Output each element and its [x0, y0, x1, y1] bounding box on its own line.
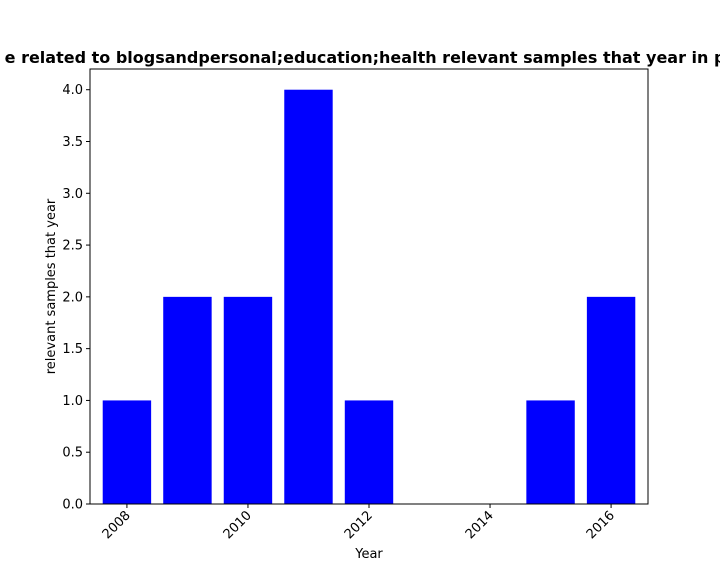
y-tick-label: 0.5 [62, 446, 83, 461]
x-tick-label: 2008 [100, 508, 134, 542]
bar-2008 [102, 400, 152, 504]
x-tick-label: 2012 [342, 508, 376, 542]
y-tick-label: 0.0 [62, 498, 83, 513]
y-axis-label: relevant samples that year [44, 198, 59, 374]
bar-2016 [586, 296, 636, 504]
y-tick-label: 2.0 [62, 290, 83, 305]
y-tick-label: 1.0 [62, 394, 83, 409]
bar-2009 [163, 296, 212, 504]
y-tick-label: 4.0 [62, 83, 83, 98]
plot-area: 0.0 0.5 1.0 1.5 2.0 2.5 3.0 3.5 4.0 2008 2010 2012 2… [62, 68, 649, 542]
x-tick-label: 2014 [463, 508, 497, 542]
chart-title: e related to blogsandpersonal;education;… [5, 48, 720, 67]
y-tick-label: 2.5 [62, 239, 83, 254]
x-tick-label: 2010 [221, 508, 255, 542]
bar-2010 [223, 296, 273, 504]
y-tick-label: 1.5 [62, 342, 83, 357]
bar-2015 [526, 400, 575, 504]
bar-2012 [344, 400, 394, 504]
x-tick-label: 2016 [584, 508, 618, 542]
x-axis-label: Year [354, 547, 383, 562]
bar-2011 [284, 89, 333, 505]
y-tick-label: 3.5 [62, 135, 83, 150]
y-tick-label: 3.0 [62, 187, 83, 202]
